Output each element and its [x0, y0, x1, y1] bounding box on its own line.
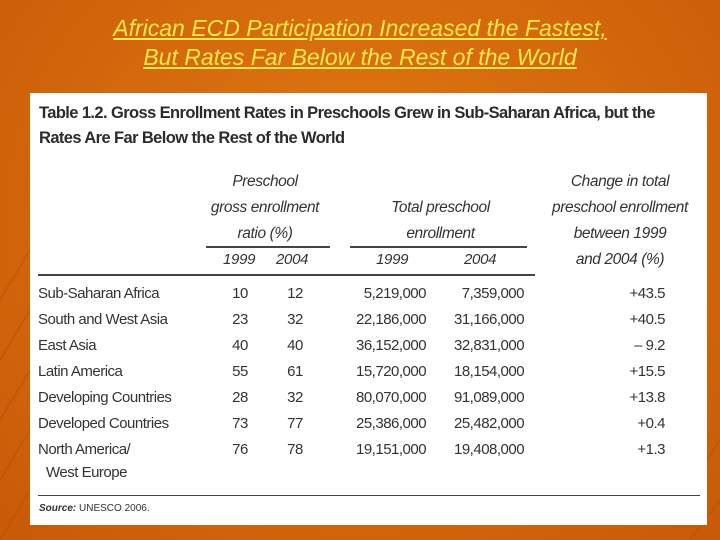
- header-enrollment-line-1: Total preschool: [391, 199, 490, 216]
- header-rule-ratio: [206, 246, 330, 248]
- enroll-2004-cell: 25,482,000: [454, 415, 525, 432]
- enroll-2004-cell: 7,359,000: [461, 285, 525, 302]
- region-cell: Developed Countries: [38, 415, 169, 432]
- header-change-line-1: Change in total: [570, 173, 670, 190]
- table-row: Developed Countries 73 77 25,386,000 25,…: [30, 415, 707, 441]
- change-cell: +40.5: [629, 311, 666, 328]
- header-rule-enrollment: [350, 246, 527, 248]
- region-cell-continuation: West Europe: [46, 464, 127, 481]
- table-bottom-rule: [38, 495, 700, 496]
- header-change: Change in total preschool enrollment bet…: [535, 169, 705, 273]
- ratio-2004-cell: 61: [287, 363, 303, 380]
- enroll-1999-cell: 19,151,000: [356, 441, 427, 458]
- ratio-1999-cell: 23: [232, 311, 248, 328]
- change-cell: +43.5: [629, 285, 666, 302]
- ratio-2004-cell: 40: [287, 337, 303, 354]
- enroll-1999-cell: 22,186,000: [356, 311, 427, 328]
- table-row: East Asia 40 40 36,152,000 32,831,000 – …: [30, 337, 707, 363]
- slide-title-line-2: But Rates Far Below the Rest of the Worl…: [143, 44, 577, 70]
- table-row: South and West Asia 23 32 22,186,000 31,…: [30, 311, 707, 337]
- enroll-1999-cell: 25,386,000: [356, 415, 427, 432]
- header-change-line-2: preschool enrollment: [552, 199, 688, 216]
- header-bottom-rule: [38, 274, 535, 276]
- ratio-1999-cell: 76: [232, 441, 248, 458]
- year-ratio-2004: 2004: [276, 251, 309, 268]
- region-cell: East Asia: [38, 337, 97, 354]
- table-caption-line-2: Rates Are Far Below the Rest of the Worl…: [39, 129, 345, 147]
- header-total-enrollment: Total preschool enrollment: [368, 195, 513, 247]
- source-text: UNESCO 2006.: [79, 503, 150, 514]
- table-image-panel: Table 1.2. Gross Enrollment Rates in Pre…: [30, 93, 707, 525]
- change-cell: +15.5: [629, 363, 666, 380]
- header-enrollment-line-2: enrollment: [406, 225, 475, 242]
- enroll-2004-cell: 19,408,000: [454, 441, 525, 458]
- enroll-2004-cell: 91,089,000: [454, 389, 525, 406]
- enroll-1999-cell: 5,219,000: [363, 285, 427, 302]
- region-cell: Developing Countries: [38, 389, 172, 406]
- slide-title: African ECD Participation Increased the …: [0, 14, 720, 72]
- change-cell: – 9.2: [634, 337, 665, 354]
- enroll-2004-cell: 18,154,000: [454, 363, 525, 380]
- header-ratio-line-3: ratio (%): [237, 225, 293, 242]
- header-enrollment-ratio: Preschool gross enrollment ratio (%): [200, 169, 330, 247]
- year-ratio-1999: 1999: [223, 251, 256, 268]
- table-row: Sub-Saharan Africa 10 12 5,219,000 7,359…: [30, 285, 707, 311]
- ratio-2004-cell: 12: [287, 285, 303, 302]
- year-enroll-2004: 2004: [464, 251, 497, 268]
- ratio-1999-cell: 28: [232, 389, 248, 406]
- ratio-2004-cell: 32: [287, 389, 303, 406]
- table-caption: Table 1.2. Gross Enrollment Rates in Pre…: [39, 101, 699, 151]
- region-cell: Sub-Saharan Africa: [38, 285, 160, 302]
- header-change-line-3: between 1999: [573, 225, 667, 242]
- enroll-1999-cell: 36,152,000: [356, 337, 427, 354]
- ratio-2004-cell: 32: [287, 311, 303, 328]
- enroll-2004-cell: 32,831,000: [454, 337, 525, 354]
- region-cell: Latin America: [38, 363, 123, 380]
- ratio-1999-cell: 55: [232, 363, 248, 380]
- ratio-1999-cell: 73: [232, 415, 248, 432]
- change-cell: +13.8: [629, 389, 666, 406]
- header-change-line-4: and 2004 (%): [575, 251, 665, 268]
- source-label: Source:: [39, 503, 77, 514]
- region-cell: South and West Asia: [38, 311, 168, 328]
- enroll-1999-cell: 15,720,000: [356, 363, 427, 380]
- table-row: North America/ 76 78 19,151,000 19,408,0…: [30, 441, 707, 467]
- year-enroll-1999: 1999: [376, 251, 409, 268]
- table-source: Source: UNESCO 2006.: [39, 503, 150, 514]
- header-ratio-line-1: Preschool: [232, 173, 298, 190]
- table-row: Developing Countries 28 32 80,070,000 91…: [30, 389, 707, 415]
- header-ratio-line-2: gross enrollment: [210, 199, 320, 216]
- ratio-1999-cell: 40: [232, 337, 248, 354]
- ratio-2004-cell: 78: [287, 441, 303, 458]
- table-row: Latin America 55 61 15,720,000 18,154,00…: [30, 363, 707, 389]
- enroll-2004-cell: 31,166,000: [454, 311, 525, 328]
- region-cell: North America/: [38, 441, 131, 458]
- change-cell: +1.3: [637, 441, 665, 458]
- change-cell: +0.4: [637, 415, 665, 432]
- slide-title-line-1: African ECD Participation Increased the …: [113, 15, 607, 41]
- table-caption-line-1: Table 1.2. Gross Enrollment Rates in Pre…: [39, 104, 655, 122]
- ratio-2004-cell: 77: [287, 415, 303, 432]
- enroll-1999-cell: 80,070,000: [356, 389, 427, 406]
- ratio-1999-cell: 10: [232, 285, 248, 302]
